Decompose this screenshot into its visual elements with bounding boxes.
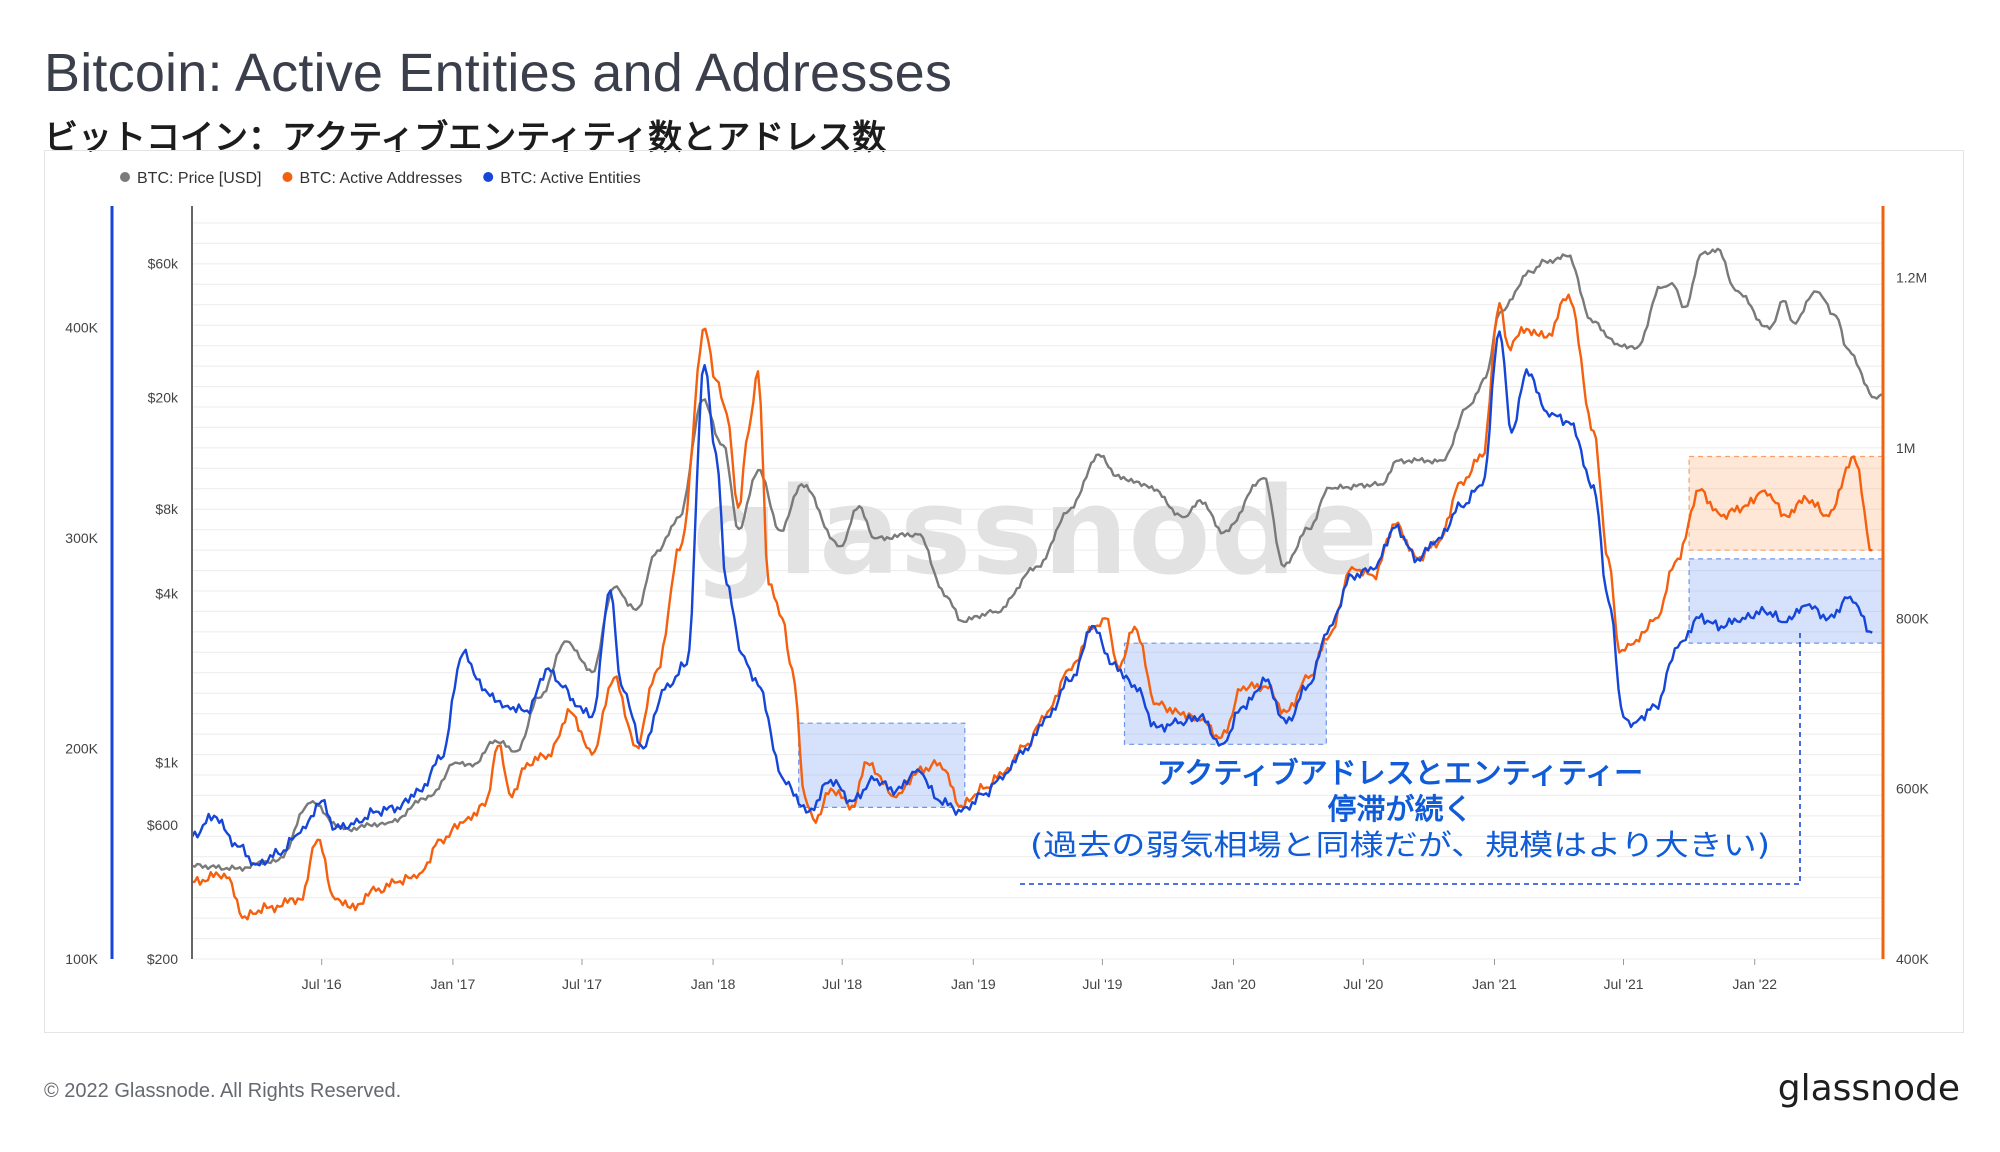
legend-label-entities: BTC: Active Entities	[500, 170, 641, 187]
addresses-tick-label: 1.2M	[1896, 270, 1927, 286]
price-tick-label: $1k	[155, 755, 179, 771]
series-line-entities	[190, 330, 1873, 867]
price-tick-label: $8k	[155, 501, 179, 517]
x-tick-label: Jan '17	[431, 976, 476, 992]
grid	[192, 222, 1883, 960]
highlight-boxes	[798, 455, 1884, 809]
price-tick-label: $60k	[148, 255, 179, 271]
entities-tick-label: 200K	[65, 740, 98, 756]
addresses-tick-label: 600K	[1896, 781, 1929, 797]
legend-label-price: BTC: Price [USD]	[137, 170, 261, 187]
series-lines	[190, 247, 1883, 921]
highlight-box-3	[1688, 455, 1884, 551]
price-tick-label: $4k	[155, 586, 179, 602]
chart-frame: glassnode 100K 200K 300K 400K $200 $600 $1k $4k…	[44, 150, 1964, 1033]
x-tick-label: Jul '18	[822, 976, 862, 992]
legend-dot-addresses	[282, 172, 293, 182]
annotation-line-3: (過去の弱気相場と同様だが、規模はより大きい)	[1030, 828, 1770, 862]
addresses-tick-label: 1M	[1896, 440, 1915, 456]
price-tick-label: $600	[147, 817, 178, 833]
x-tick-label: Jan '20	[1211, 976, 1256, 992]
glassnode-logo: glassnode	[1777, 1068, 1960, 1109]
price-tick-label: $200	[147, 951, 178, 967]
x-tick-label: Jan '18	[691, 976, 736, 992]
legend-dot-entities	[483, 172, 494, 182]
price-tick-label: $20k	[148, 389, 179, 405]
entities-tick-label: 400K	[65, 319, 98, 335]
entities-tick-label: 300K	[65, 530, 98, 546]
x-tick-label: Jan '22	[1732, 976, 1777, 992]
legend-label-addresses: BTC: Active Addresses	[299, 170, 462, 187]
axes: 100K 200K 300K 400K $200 $600 $1k $4k $8k $20k $60…	[65, 206, 1929, 992]
series-line-price	[191, 247, 1883, 872]
annotation: アクティブアドレスとエンティティー 停滞が続く (過去の弱気相場と同様だが、規模…	[1020, 629, 1801, 885]
legend: BTC: Price [USD] BTC: Active Addresses BTC…	[120, 170, 641, 187]
series-line-addresses	[191, 293, 1873, 921]
copyright: © 2022 Glassnode. All Rights Reserved.	[44, 1080, 402, 1102]
x-tick-label: Jan '19	[951, 976, 996, 992]
addresses-tick-label: 800K	[1896, 610, 1929, 626]
x-tick-label: Jul '17	[562, 976, 602, 992]
page-subtitle: ビットコイン：アクティブエンティティ数とアドレス数	[44, 118, 887, 158]
addresses-tick-label: 400K	[1896, 951, 1929, 967]
highlight-box-4	[1688, 558, 1884, 644]
annotation-dashed-connector	[1020, 629, 1801, 885]
highlight-box-2	[1123, 642, 1327, 745]
x-tick-label: Jul '21	[1603, 976, 1643, 992]
x-tick-label: Jul '20	[1343, 976, 1383, 992]
entities-tick-label: 100K	[65, 951, 98, 967]
page-title: Bitcoin: Active Entities and Addresses	[44, 43, 953, 103]
annotation-line-1: アクティブアドレスとエンティティー	[1157, 756, 1643, 790]
annotation-line-2: 停滞が続く	[1327, 792, 1472, 826]
legend-dot-price	[120, 172, 130, 182]
x-tick-label: Jul '16	[302, 976, 342, 992]
x-tick-label: Jan '21	[1472, 976, 1517, 992]
x-tick-label: Jul '19	[1082, 976, 1122, 992]
chart: glassnode 100K200K300K400K$200$600$1k$4k…	[65, 170, 1929, 992]
